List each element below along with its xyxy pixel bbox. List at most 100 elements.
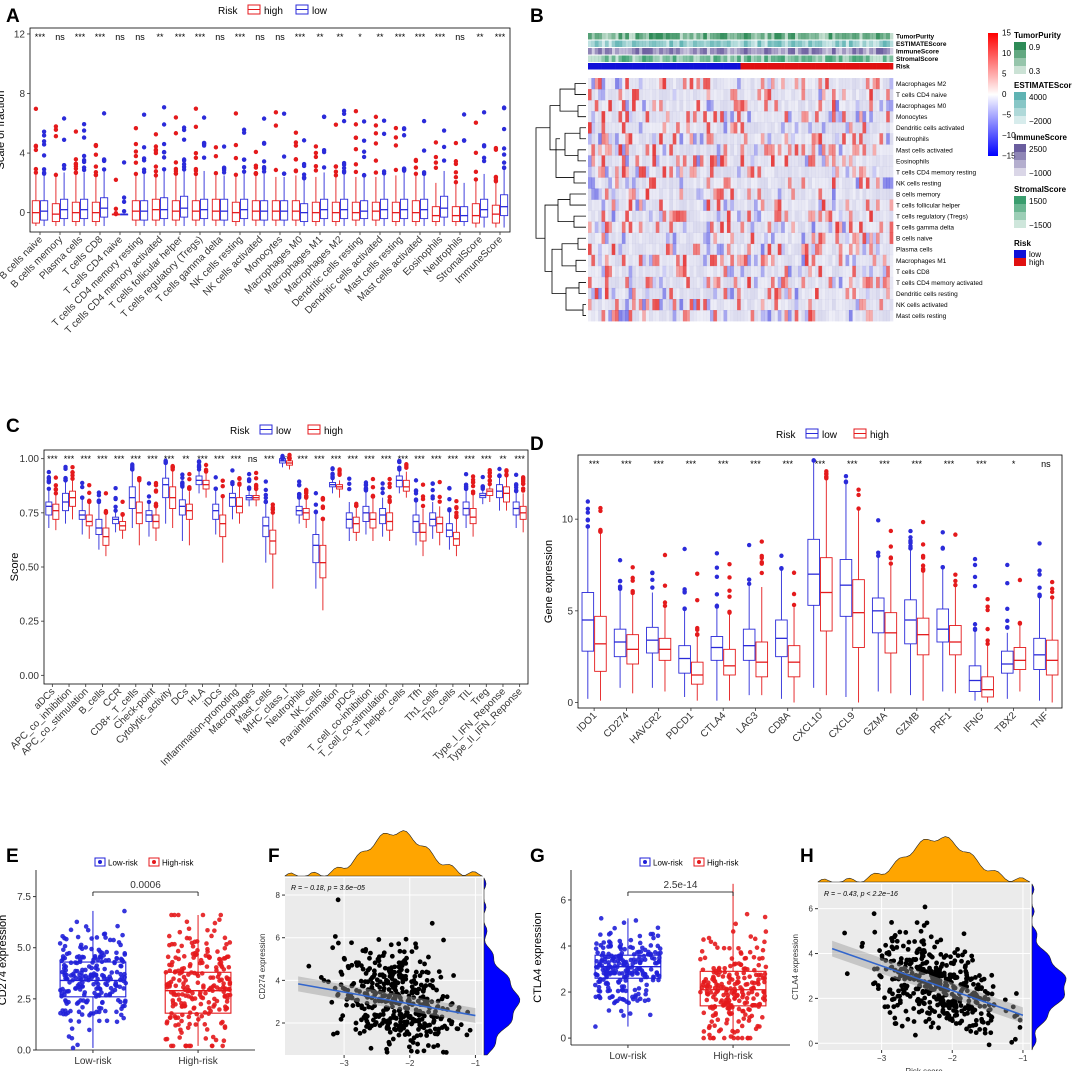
heatmap-cell	[886, 144, 890, 156]
data-point	[651, 935, 656, 941]
heatmap-cell	[655, 188, 660, 200]
outlier	[361, 149, 367, 154]
outlier	[41, 170, 47, 175]
heatmap-cell	[838, 78, 843, 90]
significance-label: ***	[95, 32, 106, 42]
data-point	[706, 1025, 712, 1031]
heatmap-cell	[608, 111, 613, 123]
annotation-cell	[608, 55, 613, 62]
annotation-cell	[804, 48, 809, 55]
heatmap-cell	[777, 155, 782, 167]
annotation-cell	[798, 55, 802, 62]
heatmap-cell	[835, 78, 840, 90]
heatmap-cell	[625, 221, 629, 233]
panel-label-b: B	[530, 6, 544, 27]
data-point	[109, 970, 115, 975]
heatmap-cell	[801, 199, 806, 211]
heatmap-cell	[818, 221, 823, 233]
heatmap-cell	[886, 155, 890, 167]
annotation-cell	[676, 40, 680, 47]
box-high	[981, 676, 994, 698]
heatmap-cell	[876, 243, 880, 256]
annotation-cell	[696, 48, 701, 55]
heatmap-cell	[665, 221, 670, 233]
heatmap-cell	[588, 310, 592, 322]
heatmap-cell	[659, 232, 663, 245]
heatmap-cell	[852, 199, 857, 211]
annotation-cell	[737, 33, 741, 40]
data-point	[623, 968, 629, 974]
heatmap-cell	[608, 210, 613, 222]
data-point	[81, 992, 87, 998]
heatmap-cell	[760, 122, 765, 134]
annotation-cell	[879, 63, 884, 70]
heatmap-cell	[737, 111, 741, 123]
heatmap-cell	[696, 177, 701, 189]
heatmap-cell	[682, 310, 687, 322]
heatmap-cell	[604, 221, 609, 233]
heatmap-cell	[801, 111, 806, 123]
heatmap-cell	[611, 166, 616, 178]
heatmap-cell	[781, 111, 785, 123]
annotation-cell	[767, 48, 772, 55]
heatmap-cell	[828, 310, 833, 322]
heatmap-cell	[669, 144, 674, 156]
heatmap-cell	[771, 133, 775, 145]
heatmap-cell	[638, 166, 643, 178]
heatmap-cell	[655, 122, 660, 134]
heatmap-cell	[771, 100, 775, 112]
heatmap-cell	[862, 155, 867, 167]
heatmap-cell	[588, 243, 592, 256]
heatmap-cell	[832, 155, 836, 167]
box-high	[171, 200, 180, 221]
dendrogram-branch	[569, 193, 586, 206]
heatmap-cell	[689, 89, 694, 101]
heatmap-cell	[699, 166, 704, 178]
heatmap-cell	[740, 100, 745, 112]
heatmap-cell	[659, 144, 663, 156]
annotation-cell	[767, 63, 772, 70]
annotation-cell	[710, 40, 714, 47]
heatmap-cell	[845, 243, 850, 256]
heatmap-cell	[767, 89, 772, 101]
outlier	[93, 142, 99, 148]
box-low	[380, 198, 389, 220]
heatmap-cell	[859, 177, 863, 189]
heatmap-cell	[686, 265, 690, 278]
heatmap-cell	[781, 177, 785, 189]
heatmap-cell	[669, 232, 674, 245]
outlier	[133, 149, 139, 154]
heatmap-cell	[781, 144, 785, 156]
annotation-cell	[879, 33, 884, 40]
annotation-cell	[591, 48, 596, 55]
heatmap-cell	[669, 111, 674, 123]
annotation-cell	[737, 40, 741, 47]
heatmap-cell	[832, 265, 836, 278]
annotation-cell	[669, 55, 674, 62]
box-high	[311, 201, 320, 223]
y-axis-label: Scale of fraction	[0, 91, 7, 170]
annotation-cell	[787, 63, 792, 70]
annotation-cell	[693, 33, 697, 40]
data-point	[606, 944, 611, 949]
annotation-track-label: TumorPurity	[896, 34, 935, 41]
heatmap-cell	[838, 276, 843, 289]
heatmap-cell	[713, 243, 718, 256]
heatmap-cell	[845, 144, 850, 156]
data-point	[598, 942, 604, 948]
outlier	[273, 123, 279, 128]
annotation-cell	[771, 55, 775, 62]
annotation-cell	[655, 48, 660, 55]
heatmap-cell	[604, 265, 609, 278]
outlier	[487, 470, 492, 475]
heatmap-cell	[872, 276, 877, 289]
heatmap-cell	[655, 265, 660, 278]
annotation-cell	[713, 55, 718, 62]
heatmap-cell	[693, 221, 697, 233]
heatmap-cell	[737, 188, 741, 200]
data-point	[609, 994, 615, 1000]
heatmap-row	[588, 166, 894, 178]
heatmap-cell	[730, 210, 735, 222]
data-point	[92, 953, 98, 959]
heatmap-cell	[604, 89, 609, 101]
